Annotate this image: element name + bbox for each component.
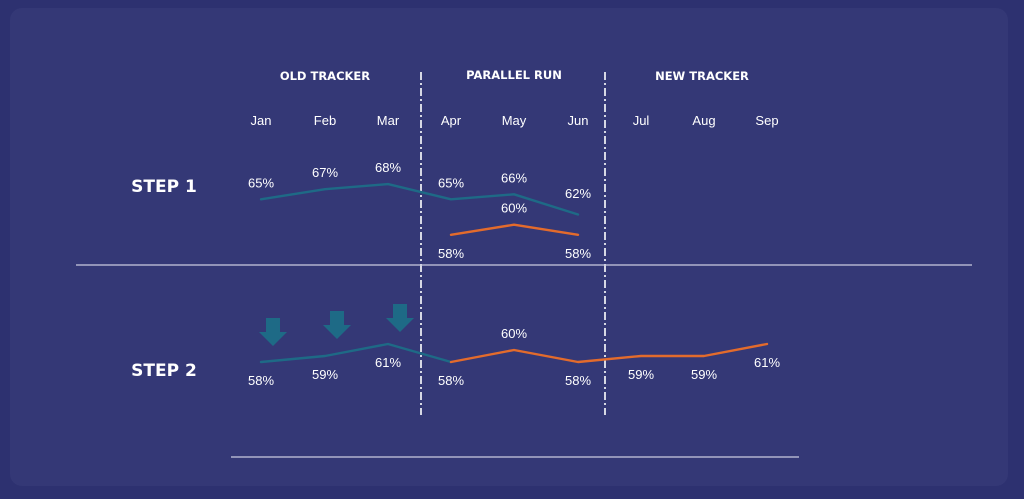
- down-arrow-icon: [259, 318, 287, 346]
- step-1-data-label-apr: 65%: [438, 175, 464, 190]
- step-2-data-label-jun: 58%: [565, 373, 591, 388]
- step-2-data-label-jul: 59%: [628, 367, 654, 382]
- step-1-series-old-line: [259, 182, 580, 216]
- step-2-series-new-line: [449, 342, 769, 364]
- step-1-data-label-feb: 67%: [312, 165, 338, 180]
- phase-new-tracker: NEW TRACKER: [655, 69, 749, 83]
- month-label-apr: Apr: [441, 113, 462, 128]
- step-2-data-label-sep: 61%: [754, 355, 780, 370]
- month-label-sep: Sep: [755, 113, 778, 128]
- step-2-data-label-feb: 59%: [312, 367, 338, 382]
- month-label-mar: Mar: [377, 113, 400, 128]
- step-2-data-label-mar: 61%: [375, 355, 401, 370]
- phase-old-tracker: OLD TRACKER: [280, 69, 370, 83]
- phase-parallel-run: PARALLEL RUN: [466, 68, 562, 82]
- step-1-data-label-jun: 58%: [565, 246, 591, 261]
- month-label-jan: Jan: [251, 113, 272, 128]
- step-1-data-label-may: 66%: [501, 170, 527, 185]
- step-1-data-label-apr: 58%: [438, 246, 464, 261]
- month-label-aug: Aug: [692, 113, 715, 128]
- step-2-data-label-may: 60%: [501, 326, 527, 341]
- step-2-data-label-apr: 58%: [438, 373, 464, 388]
- chart-panel: [10, 8, 1008, 486]
- down-arrow-icon: [386, 304, 414, 332]
- step-2-data-label-aug: 59%: [691, 367, 717, 382]
- month-label-may: May: [502, 113, 527, 128]
- down-arrow-icon: [323, 311, 351, 339]
- step-2-data-label-jan: 58%: [248, 373, 274, 388]
- month-label-jun: Jun: [568, 113, 589, 128]
- step-2-series-old-line: [259, 342, 453, 364]
- step-1-series-new-line: [449, 223, 580, 237]
- month-label-jul: Jul: [633, 113, 650, 128]
- step-1-label: STEP 1: [131, 177, 197, 197]
- step-1-data-label-may: 60%: [501, 201, 527, 216]
- step-2-label: STEP 2: [131, 361, 197, 381]
- step-1-data-label-jan: 65%: [248, 175, 274, 190]
- month-label-feb: Feb: [314, 113, 336, 128]
- step-1-data-label-mar: 68%: [375, 160, 401, 175]
- step-1-data-label-jun: 62%: [565, 186, 591, 201]
